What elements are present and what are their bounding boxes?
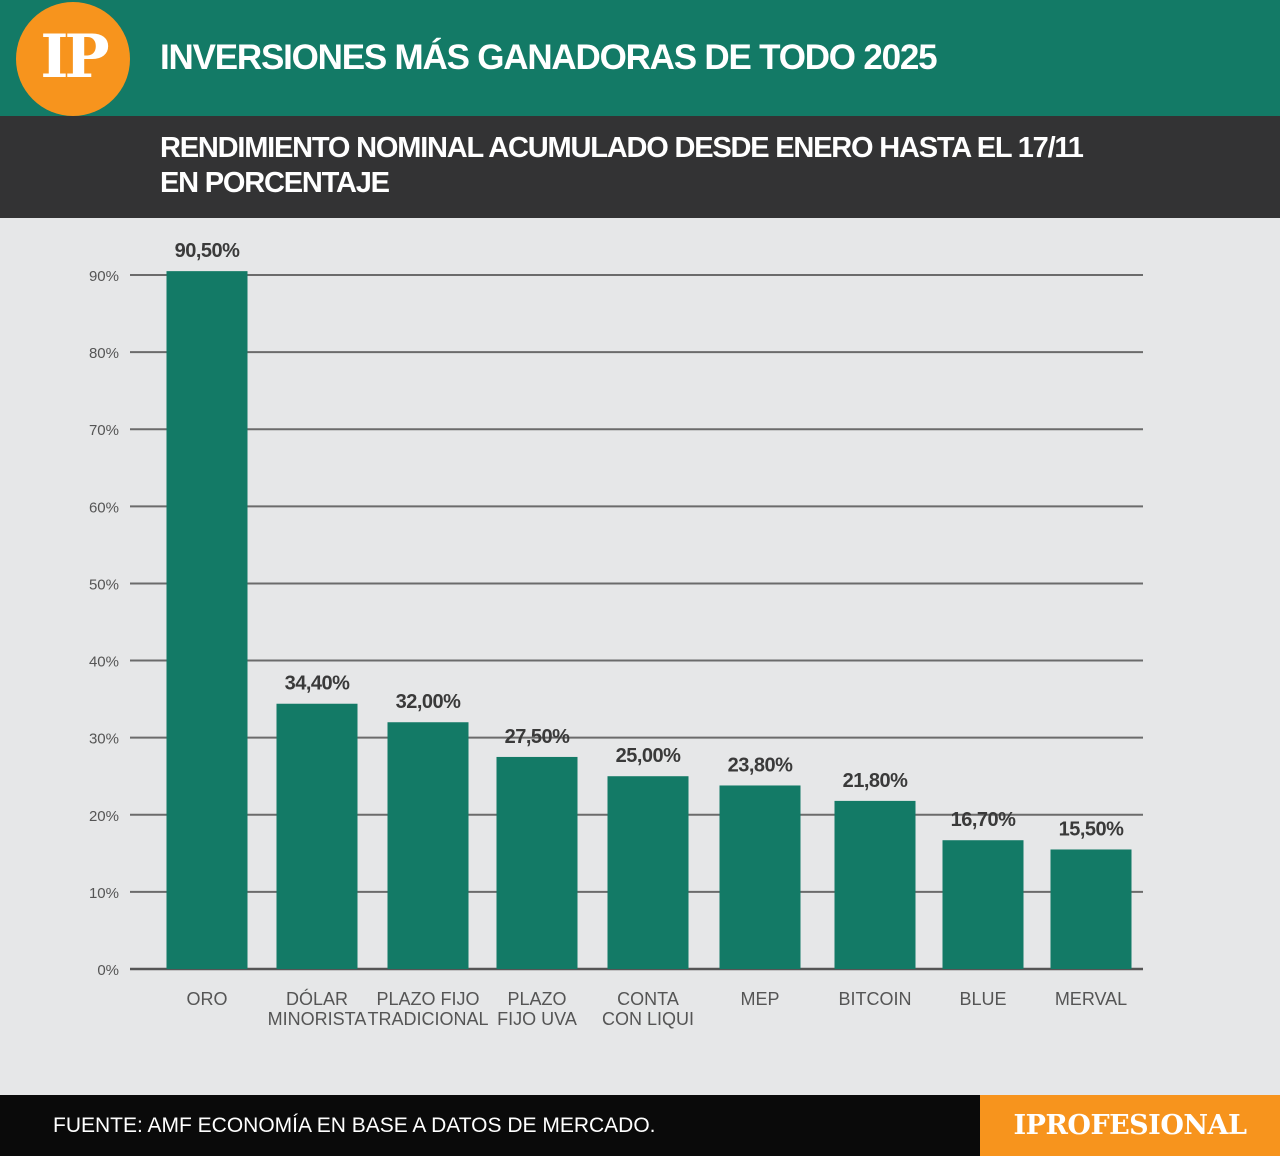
value-label: 21,80% xyxy=(843,770,909,792)
bar xyxy=(276,703,358,969)
value-label: 34,40% xyxy=(285,673,351,695)
value-label: 32,00% xyxy=(396,691,462,713)
y-tick-label: 90% xyxy=(89,268,119,285)
category-label: PLAZO xyxy=(507,989,566,1009)
chart-title: INVERSIONES MÁS GANADORAS DE TODO 2025 xyxy=(160,38,938,77)
value-label: 25,00% xyxy=(616,745,682,767)
category-label: PLAZO FIJO xyxy=(376,989,479,1009)
category-label: MINORISTA xyxy=(268,1009,367,1029)
header-bar: IP INVERSIONES MÁS GANADORAS DE TODO 202… xyxy=(0,0,1280,116)
bar xyxy=(1050,849,1132,969)
ip-logo: IP xyxy=(16,2,130,116)
value-label: 16,70% xyxy=(951,809,1017,831)
subtitle-bar xyxy=(0,116,1280,218)
category-label: BLUE xyxy=(959,989,1006,1009)
bar xyxy=(719,785,801,969)
category-label: CONTA xyxy=(617,989,679,1009)
y-tick-label: 10% xyxy=(89,885,119,902)
y-tick-label: 20% xyxy=(89,808,119,825)
y-tick-label: 50% xyxy=(89,576,119,593)
category-label: FIJO UVA xyxy=(497,1009,577,1029)
bar xyxy=(387,722,469,969)
y-tick-label: 40% xyxy=(89,654,119,671)
brand-box: IPROFESIONAL xyxy=(980,1095,1280,1156)
chart-subtitle: RENDIMIENTO NOMINAL ACUMULADO DESDE ENER… xyxy=(160,131,1084,201)
y-tick-label: 80% xyxy=(89,345,119,362)
y-tick-label: 30% xyxy=(89,731,119,748)
source-note: FUENTE: AMF ECONOMÍA EN BASE A DATOS DE … xyxy=(53,1114,656,1137)
value-label: 27,50% xyxy=(505,726,571,748)
subtitle-line-1: RENDIMIENTO NOMINAL ACUMULADO DESDE ENER… xyxy=(160,132,1084,164)
category-label: CON LIQUI xyxy=(602,1009,694,1029)
bar xyxy=(496,756,578,969)
category-label: TRADICIONAL xyxy=(367,1009,488,1029)
category-label: DÓLAR xyxy=(286,988,348,1009)
value-label: 23,80% xyxy=(728,754,794,776)
value-label: 90,50% xyxy=(175,240,241,262)
bar xyxy=(607,776,689,969)
category-label: BITCOIN xyxy=(838,989,911,1009)
bar-chart: 0% 10% 20% 30% 40% 50% 60% 70% 80% 90% 90,50% ORO 3… xyxy=(89,240,1143,1029)
y-tick-label: 60% xyxy=(89,499,119,516)
logo-text: IP xyxy=(40,22,109,92)
y-tick-label: 0% xyxy=(97,962,119,979)
bar xyxy=(942,840,1024,969)
brand-logo: IPROFESIONAL xyxy=(1013,1110,1247,1141)
y-tick-label: 70% xyxy=(89,422,119,439)
value-label: 15,50% xyxy=(1059,818,1125,840)
category-label: MEP xyxy=(740,989,779,1009)
category-label: MERVAL xyxy=(1055,989,1127,1009)
category-label: ORO xyxy=(186,989,227,1009)
bar xyxy=(166,271,248,970)
bar xyxy=(834,800,916,969)
subtitle-line-2: EN PORCENTAJE xyxy=(160,167,390,199)
